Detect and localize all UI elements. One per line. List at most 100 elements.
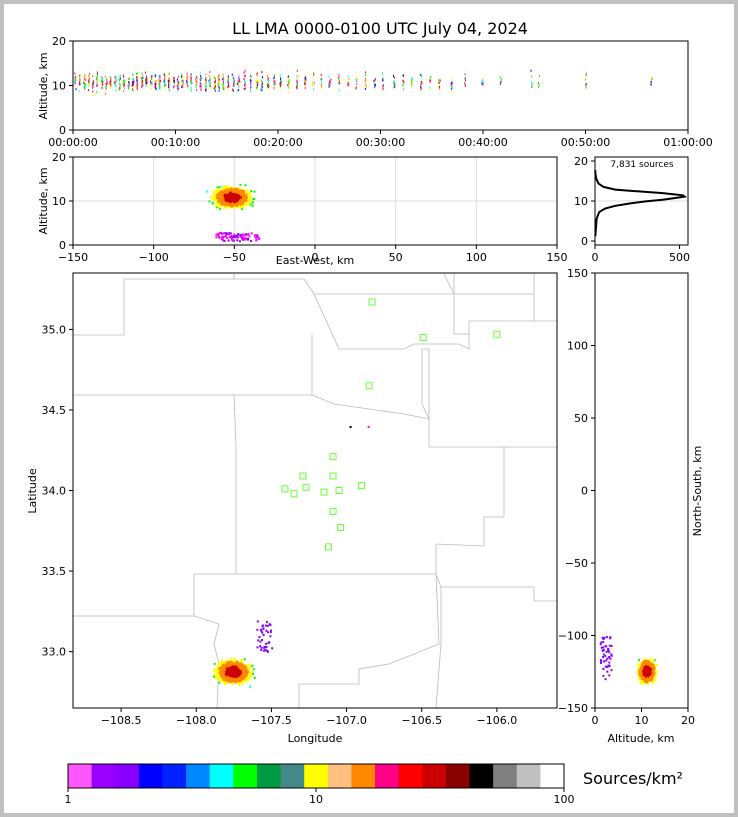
- time-height-xtick-label: 00:30:00: [356, 136, 405, 149]
- time-height-point: [79, 82, 81, 85]
- east-west-point: [219, 201, 222, 204]
- time-height-point: [438, 81, 440, 84]
- plan-view-point: [236, 667, 239, 670]
- east-west-point: [244, 203, 247, 206]
- time-height-point: [122, 82, 124, 85]
- east-west-point: [241, 191, 244, 194]
- plan-view-point: [262, 627, 265, 630]
- east-west-xtick-label: 150: [547, 251, 568, 264]
- station-marker: [329, 472, 337, 480]
- east-west-point: [219, 195, 222, 198]
- time-height-point: [110, 84, 112, 87]
- time-height-point: [256, 86, 258, 89]
- time-height-point: [530, 69, 532, 72]
- time-height-point: [382, 88, 384, 91]
- plan-view-point: [263, 646, 266, 649]
- east-west-point: [208, 200, 211, 203]
- plan-view-point: [217, 676, 220, 679]
- time-height-point: [214, 88, 216, 91]
- north-south-point: [607, 656, 610, 659]
- plan-view-point: [257, 639, 260, 642]
- time-height-point: [96, 82, 98, 85]
- time-height-point: [173, 80, 175, 83]
- plan-view-point: [233, 677, 236, 680]
- time-height-point: [101, 78, 103, 81]
- time-height-sources: [74, 69, 653, 97]
- time-height-point: [451, 87, 453, 90]
- plan-view-point: [261, 625, 264, 628]
- plan-view-point: [235, 670, 238, 673]
- east-west-point: [236, 203, 239, 206]
- time-height-point: [104, 92, 106, 95]
- north-south-point: [610, 654, 613, 657]
- time-height-point: [195, 85, 197, 88]
- time-height-point: [249, 88, 251, 91]
- east-west-point: [241, 202, 244, 205]
- plan-view-point: [238, 663, 241, 666]
- time-height-point: [128, 83, 130, 86]
- time-height-point: [177, 88, 179, 91]
- north-south-point: [610, 653, 613, 656]
- east-west-point: [244, 184, 247, 187]
- plan-view-point: [266, 650, 269, 653]
- north-south-point: [639, 662, 642, 665]
- time-height-point: [176, 85, 178, 88]
- plan-view-point: [229, 678, 232, 681]
- time-height-point: [93, 81, 95, 84]
- time-height-point: [187, 85, 189, 88]
- east-west-point: [230, 189, 233, 192]
- time-height-point: [305, 80, 307, 83]
- plan-view-point: [240, 664, 243, 667]
- time-height-point: [249, 79, 251, 82]
- time-height-point: [338, 79, 340, 82]
- north-south-frame: [594, 272, 689, 709]
- time-height-point: [100, 77, 102, 80]
- plan-view-point: [245, 674, 248, 677]
- time-height-point: [328, 85, 330, 88]
- east-west-point: [236, 189, 239, 192]
- time-height-point: [238, 75, 240, 78]
- time-height-point: [196, 81, 198, 84]
- time-height-point: [159, 75, 161, 78]
- time-height-point: [222, 80, 224, 83]
- plan-view-point: [234, 669, 237, 672]
- plan-view-point: [223, 676, 226, 679]
- time-height-point: [481, 79, 483, 82]
- east-west-point: [217, 192, 220, 195]
- time-height-point: [267, 79, 269, 82]
- plan-view-point: [234, 665, 237, 668]
- north-south-point: [602, 638, 605, 641]
- time-height-point: [451, 81, 453, 84]
- plan-view-point: [240, 676, 243, 679]
- time-height-point: [169, 79, 171, 82]
- time-height-point: [75, 88, 77, 91]
- time-height-point: [228, 84, 230, 87]
- time-height-point: [88, 80, 90, 83]
- time-height-point: [537, 82, 539, 85]
- plan-view-point: [213, 675, 216, 678]
- plan-view-point: [221, 669, 224, 672]
- time-height-point: [393, 76, 395, 79]
- plan-view-point: [241, 663, 244, 666]
- east-west-point: [254, 236, 257, 239]
- east-west-point: [217, 202, 220, 205]
- time-height-point: [96, 72, 98, 75]
- plan-view-point: [216, 673, 219, 676]
- time-height-point: [222, 73, 224, 76]
- plan-view-point: [221, 679, 224, 682]
- time-height-point: [304, 84, 306, 87]
- north-south-point: [650, 679, 653, 682]
- plan-view-point: [264, 624, 267, 627]
- time-height-point: [190, 79, 192, 82]
- time-height-point: [155, 83, 157, 86]
- plan-view-point: [226, 675, 229, 678]
- time-height-point: [154, 80, 156, 83]
- east-west-point: [217, 206, 220, 209]
- plan-view-point: [223, 661, 226, 664]
- time-height-point: [217, 82, 219, 85]
- time-height-point: [267, 82, 269, 85]
- east-west-point: [218, 198, 221, 201]
- time-height-point: [304, 83, 306, 86]
- plan-view-point: [349, 426, 352, 429]
- time-height-point: [209, 84, 211, 87]
